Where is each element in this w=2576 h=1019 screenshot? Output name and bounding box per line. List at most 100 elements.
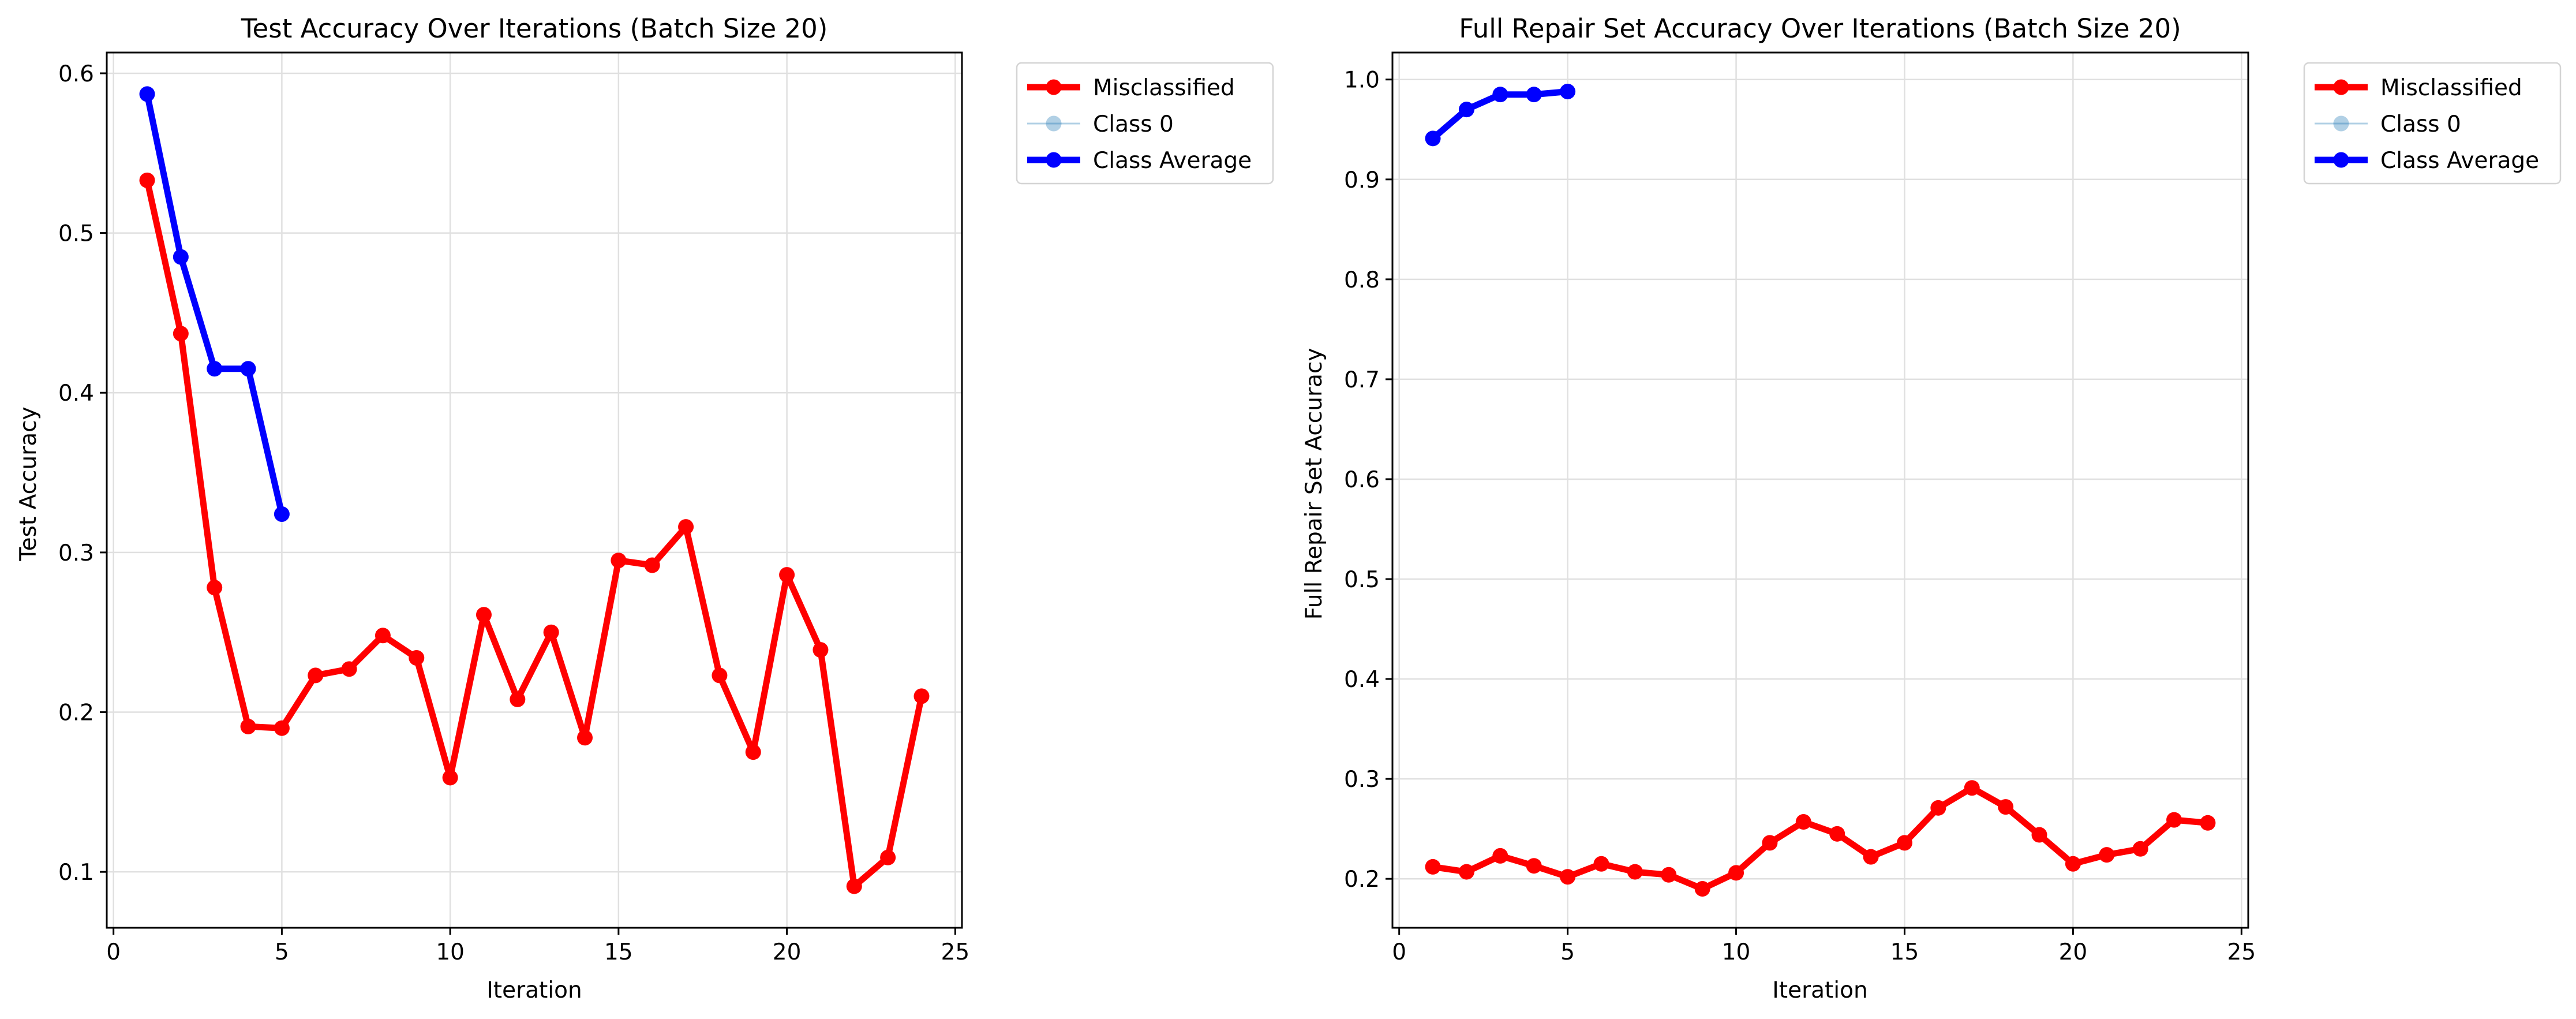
legend-label: Class Average xyxy=(1093,148,1252,174)
data-point xyxy=(1526,858,1542,874)
x-tick-label: 20 xyxy=(773,939,802,965)
x-tick-label: 15 xyxy=(1890,939,1919,965)
legend-frame xyxy=(1016,62,1274,185)
chart-full-repair-set-accuracy: Full Repair Set Accuracy Over Iterations… xyxy=(1301,13,2562,1003)
series-line xyxy=(1429,785,2211,892)
y-tick-label: 0.4 xyxy=(58,380,94,406)
data-point xyxy=(1627,864,1643,880)
y-tick-label: 0.9 xyxy=(1344,167,1380,193)
data-point xyxy=(207,580,223,596)
x-tick-label: 0 xyxy=(106,939,121,965)
data-point xyxy=(712,667,728,684)
data-point xyxy=(510,691,526,707)
series-line xyxy=(144,177,925,890)
x-tick-label: 5 xyxy=(1560,939,1575,965)
data-point xyxy=(611,553,627,569)
data-point xyxy=(1560,869,1576,885)
data-point xyxy=(913,688,930,704)
y-axis-label: Full Repair Set Accuracy xyxy=(1301,348,1327,620)
legend-swatch-marker xyxy=(1046,115,1062,132)
data-point xyxy=(240,718,256,734)
data-point xyxy=(1425,130,1441,147)
x-tick-label: 20 xyxy=(2059,939,2088,965)
legend-swatch-marker xyxy=(1046,79,1062,95)
legend-label: Class 0 xyxy=(2380,111,2461,137)
legend-label: Class 0 xyxy=(1093,111,1174,137)
data-point xyxy=(2200,815,2216,831)
data-point xyxy=(1728,865,1744,881)
data-point xyxy=(274,720,290,736)
data-point xyxy=(1593,856,1609,872)
data-point xyxy=(240,361,256,377)
data-point xyxy=(1560,83,1576,99)
chart-title: Test Accuracy Over Iterations (Batch Siz… xyxy=(241,13,828,44)
data-point xyxy=(1829,826,1845,842)
data-point xyxy=(1492,848,1508,864)
data-point xyxy=(577,730,593,746)
data-point xyxy=(813,642,829,658)
data-point xyxy=(139,172,155,188)
data-point xyxy=(678,519,694,535)
y-tick-label: 0.5 xyxy=(1344,567,1380,593)
data-point xyxy=(341,661,357,677)
legend-label: Class Average xyxy=(2380,148,2539,174)
data-point xyxy=(1661,867,1677,883)
legend-swatch-marker xyxy=(2333,79,2349,95)
chart-test-accuracy: Test Accuracy Over Iterations (Batch Siz… xyxy=(16,13,1274,1003)
data-point xyxy=(1425,859,1441,875)
data-point xyxy=(1458,102,1474,118)
data-point xyxy=(274,506,290,522)
data-point xyxy=(644,557,660,573)
y-tick-label: 0.2 xyxy=(58,700,94,726)
legend-swatch-marker xyxy=(1046,152,1062,168)
x-axis-label: Iteration xyxy=(486,977,582,1003)
data-point xyxy=(1998,799,2014,815)
data-point xyxy=(1526,87,1542,103)
data-point xyxy=(173,326,189,342)
y-tick-label: 0.6 xyxy=(1344,467,1380,493)
data-point xyxy=(409,650,425,666)
chart-title: Full Repair Set Accuracy Over Iterations… xyxy=(1459,13,2181,44)
legend-swatch-marker xyxy=(2333,152,2349,168)
data-point xyxy=(543,624,559,640)
x-tick-label: 0 xyxy=(1392,939,1406,965)
data-point xyxy=(1896,835,1912,851)
data-point xyxy=(2132,841,2148,857)
x-tick-label: 25 xyxy=(941,939,970,965)
legend-swatch-marker xyxy=(2333,115,2349,132)
data-point xyxy=(2031,827,2047,843)
plot-frame xyxy=(106,51,963,929)
data-point xyxy=(779,567,795,583)
data-point xyxy=(880,849,896,865)
x-tick-label: 10 xyxy=(1722,939,1751,965)
legend-label: Misclassified xyxy=(1093,75,1235,101)
x-tick-label: 5 xyxy=(275,939,289,965)
y-tick-label: 0.6 xyxy=(58,61,94,87)
y-tick-label: 0.5 xyxy=(58,221,94,247)
data-point xyxy=(475,607,492,623)
x-tick-label: 15 xyxy=(604,939,633,965)
data-point xyxy=(2099,847,2115,863)
y-tick-label: 0.4 xyxy=(1344,667,1380,693)
data-point xyxy=(846,878,862,894)
y-tick-label: 1.0 xyxy=(1344,68,1380,94)
y-tick-label: 0.1 xyxy=(58,860,94,886)
y-tick-label: 0.3 xyxy=(1344,767,1380,793)
x-axis-label: Iteration xyxy=(1772,977,1867,1003)
x-tick-label: 10 xyxy=(436,939,465,965)
data-point xyxy=(173,249,189,265)
legend-label: Misclassified xyxy=(2380,75,2522,101)
y-axis-label: Test Accuracy xyxy=(16,406,42,561)
data-point xyxy=(442,770,458,786)
data-point xyxy=(207,361,223,377)
y-tick-label: 0.7 xyxy=(1344,367,1380,393)
data-point xyxy=(1863,849,1879,865)
series-line xyxy=(144,91,285,517)
data-point xyxy=(139,86,155,102)
data-point xyxy=(2065,856,2081,872)
data-point xyxy=(308,667,324,684)
y-tick-label: 0.3 xyxy=(58,540,94,566)
data-point xyxy=(375,628,391,644)
data-point xyxy=(1762,835,1778,851)
